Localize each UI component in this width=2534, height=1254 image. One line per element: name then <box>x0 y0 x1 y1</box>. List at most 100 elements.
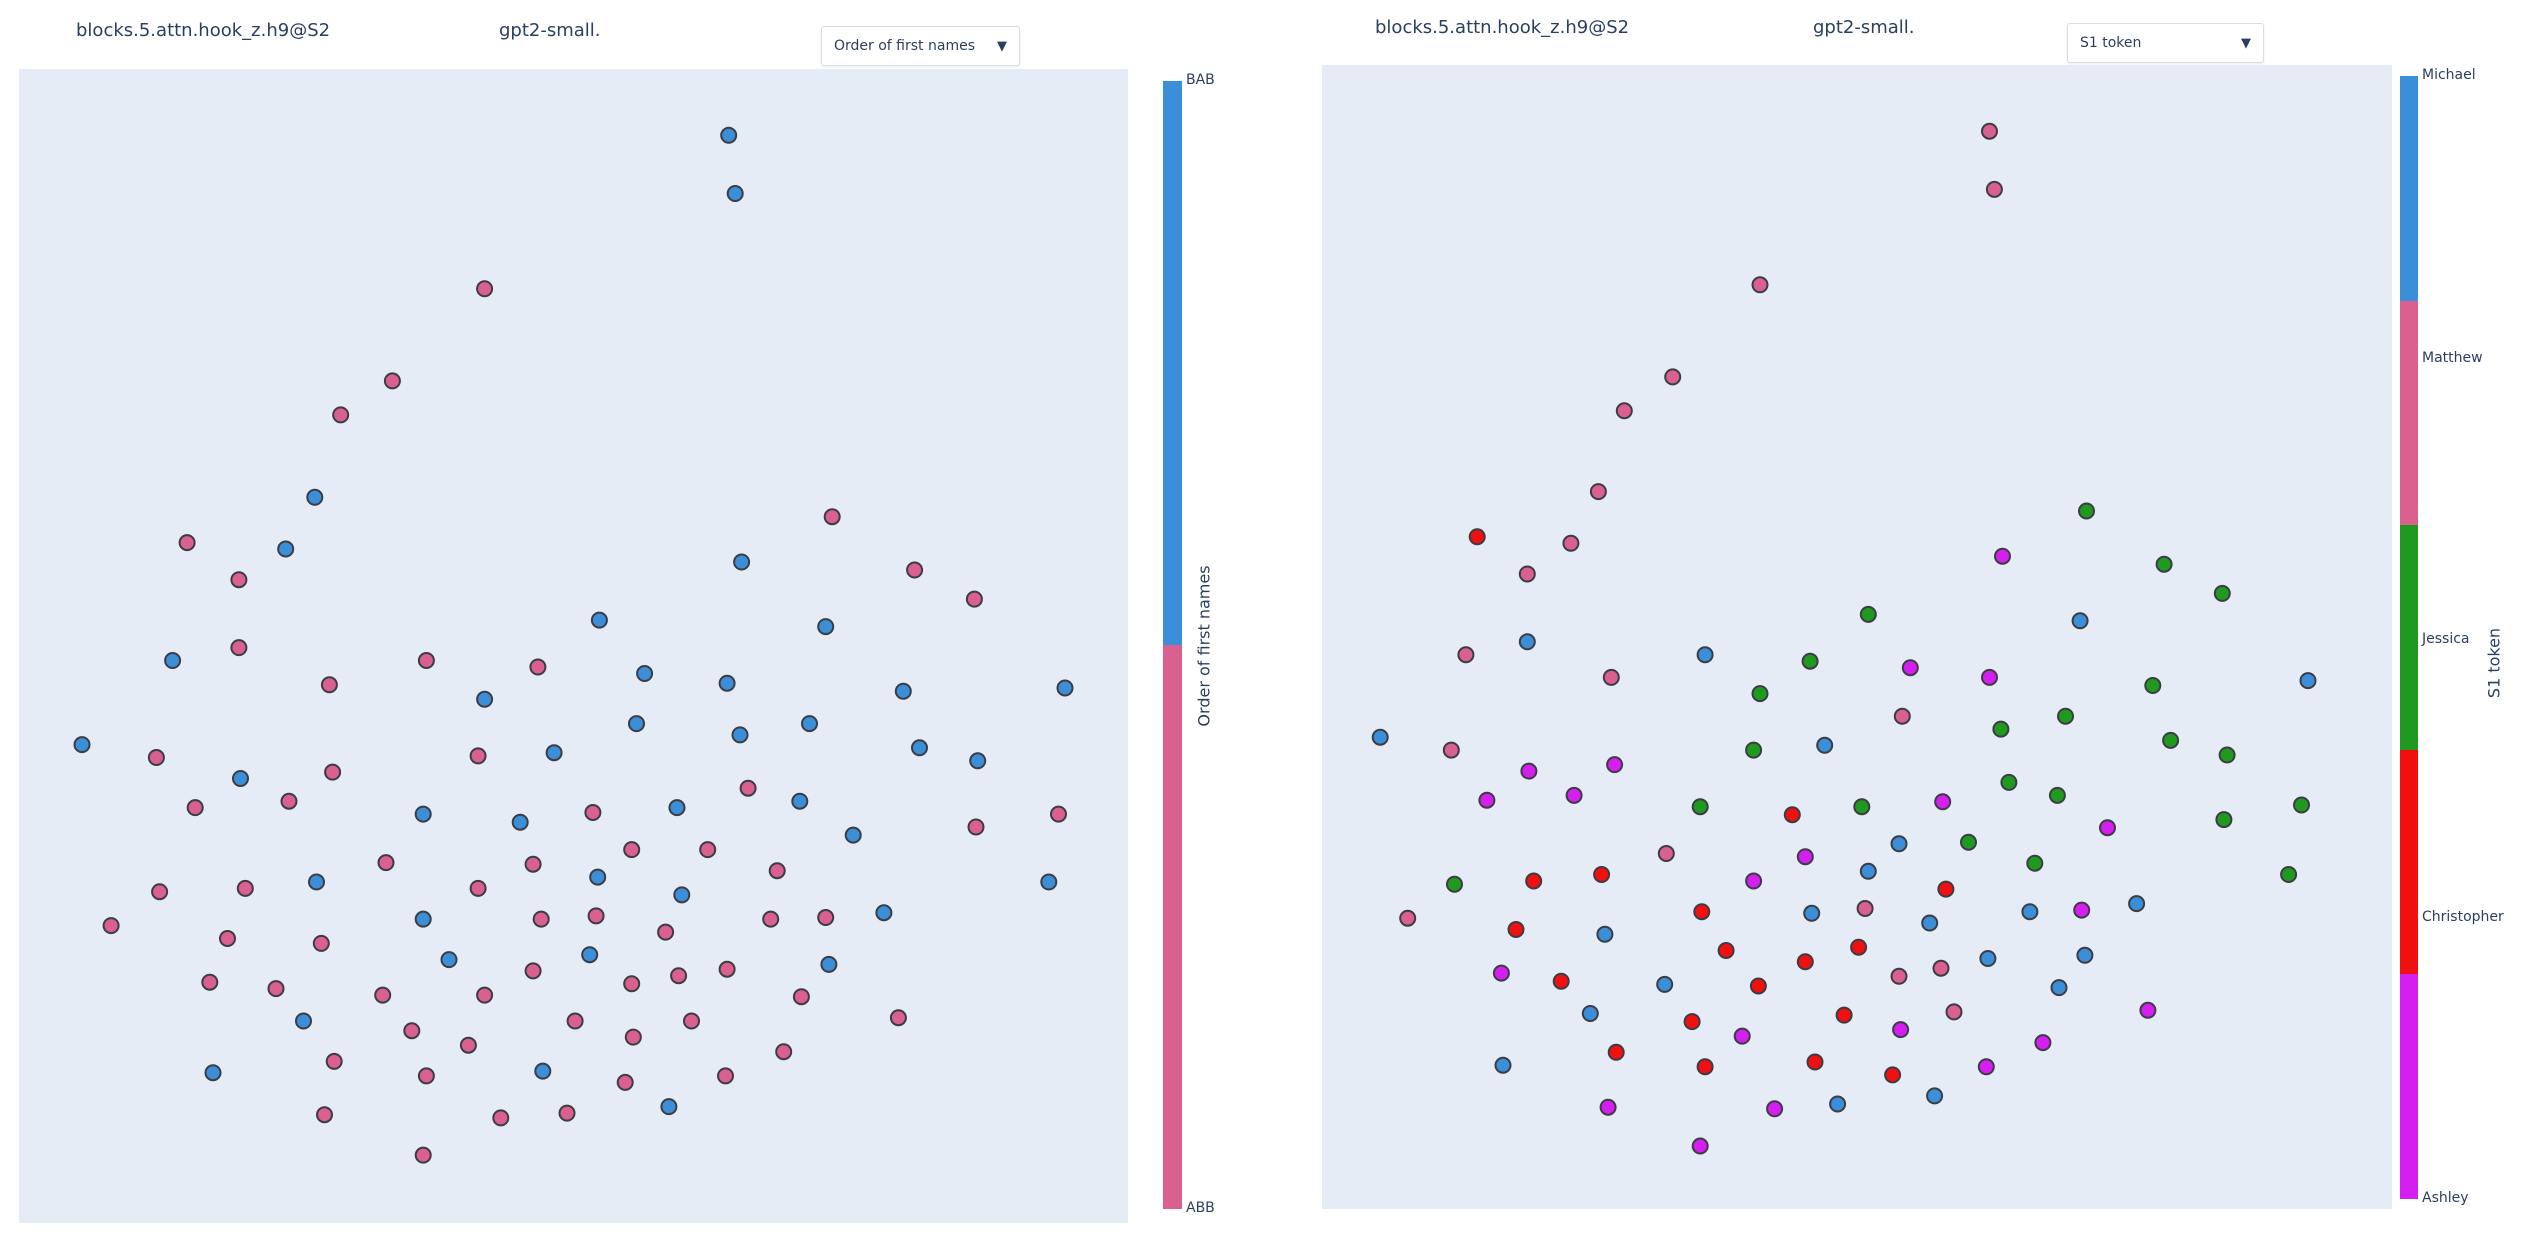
scatter-point-bab[interactable] <box>820 955 838 973</box>
scatter-point-abb[interactable] <box>524 855 542 873</box>
right-color-by-dropdown[interactable]: S1 token ▼ <box>2067 23 2264 63</box>
scatter-point-bab[interactable] <box>726 185 744 202</box>
scatter-point-michael[interactable] <box>2021 903 2039 921</box>
scatter-point-matthew[interactable] <box>1664 368 1682 386</box>
scatter-point-bab[interactable] <box>720 126 738 144</box>
scatter-point-christopher[interactable] <box>1525 872 1543 890</box>
scatter-point-abb[interactable] <box>186 799 204 817</box>
scatter-point-michael[interactable] <box>2076 946 2094 964</box>
scatter-point-michael[interactable] <box>1829 1095 1847 1113</box>
scatter-point-bab[interactable] <box>589 868 607 886</box>
scatter-point-jessica[interactable] <box>1859 605 1877 623</box>
scatter-point-bab[interactable] <box>911 739 928 757</box>
scatter-point-matthew[interactable] <box>1657 845 1675 862</box>
scatter-point-jessica[interactable] <box>2213 584 2231 602</box>
scatter-point-abb[interactable] <box>739 779 757 797</box>
scatter-point-abb[interactable] <box>469 879 487 897</box>
scatter-point-abb[interactable] <box>529 658 547 676</box>
scatter-point-bab[interactable] <box>894 682 912 700</box>
scatter-point-abb[interactable] <box>670 967 688 985</box>
scatter-point-ashley[interactable] <box>1934 793 1952 811</box>
scatter-point-christopher[interactable] <box>1835 1006 1853 1024</box>
scatter-point-jessica[interactable] <box>2078 502 2095 520</box>
scatter-point-abb[interactable] <box>699 841 717 859</box>
scatter-point-christopher[interactable] <box>1850 938 1868 956</box>
scatter-point-abb[interactable] <box>889 1009 907 1027</box>
scatter-point-ashley[interactable] <box>1478 791 1496 809</box>
scatter-point-matthew[interactable] <box>1518 565 1536 583</box>
scatter-point-abb[interactable] <box>717 1067 734 1085</box>
scatter-point-ashley[interactable] <box>1520 762 1538 780</box>
scatter-point-michael[interactable] <box>1979 950 1997 967</box>
scatter-point-abb[interactable] <box>524 962 542 980</box>
scatter-point-abb[interactable] <box>219 930 236 947</box>
scatter-point-abb[interactable] <box>316 1106 333 1124</box>
scatter-point-ashley[interactable] <box>1981 668 1998 686</box>
scatter-point-michael[interactable] <box>1656 975 1674 993</box>
scatter-point-bab[interactable] <box>969 752 987 770</box>
scatter-point-christopher[interactable] <box>1806 1053 1824 1071</box>
scatter-point-matthew[interactable] <box>1457 646 1475 664</box>
scatter-point-ashley[interactable] <box>1796 848 1814 866</box>
scatter-point-abb[interactable] <box>403 1022 421 1040</box>
scatter-point-bab[interactable] <box>277 540 295 558</box>
scatter-point-abb[interactable] <box>532 910 550 928</box>
scatter-point-bab[interactable] <box>1056 679 1074 697</box>
scatter-point-bab[interactable] <box>636 665 654 682</box>
scatter-point-matthew[interactable] <box>1751 276 1769 294</box>
scatter-point-abb[interactable] <box>476 986 494 1004</box>
scatter-point-abb[interactable] <box>374 986 392 1004</box>
scatter-point-bab[interactable] <box>718 674 736 692</box>
scatter-point-christopher[interactable] <box>1683 1013 1701 1031</box>
scatter-point-christopher[interactable] <box>1693 903 1711 921</box>
scatter-point-abb[interactable] <box>236 879 254 897</box>
scatter-point-bab[interactable] <box>673 886 691 904</box>
scatter-point-bab[interactable] <box>801 715 818 733</box>
scatter-point-ashley[interactable] <box>1994 547 2011 565</box>
scatter-point-matthew[interactable] <box>1442 741 1460 759</box>
scatter-point-abb[interactable] <box>657 923 675 941</box>
scatter-point-bab[interactable] <box>476 690 494 708</box>
scatter-point-abb[interactable] <box>967 818 985 836</box>
scatter-point-christopher[interactable] <box>1796 953 1814 971</box>
scatter-point-bab[interactable] <box>308 873 325 891</box>
scatter-point-michael[interactable] <box>1518 633 1536 651</box>
scatter-point-jessica[interactable] <box>2026 854 2044 872</box>
left-scatter-plot[interactable] <box>19 69 1128 1223</box>
scatter-point-abb[interactable] <box>1050 805 1067 823</box>
scatter-point-abb[interactable] <box>624 1028 642 1046</box>
scatter-point-jessica[interactable] <box>2215 811 2233 829</box>
scatter-point-christopher[interactable] <box>1783 806 1801 824</box>
scatter-point-abb[interactable] <box>102 917 120 935</box>
scatter-point-ashley[interactable] <box>1901 659 1919 677</box>
scatter-point-jessica[interactable] <box>1446 875 1463 893</box>
scatter-point-ashley[interactable] <box>2073 901 2091 919</box>
scatter-point-christopher[interactable] <box>1696 1058 1714 1076</box>
scatter-point-christopher[interactable] <box>1507 921 1525 938</box>
scatter-point-abb[interactable] <box>201 973 219 991</box>
scatter-point-jessica[interactable] <box>1801 652 1819 670</box>
scatter-point-abb[interactable] <box>230 639 248 657</box>
scatter-point-matthew[interactable] <box>1893 707 1911 725</box>
scatter-point-jessica[interactable] <box>1751 685 1769 703</box>
scatter-point-bab[interactable] <box>581 946 599 964</box>
scatter-point-bab[interactable] <box>511 813 529 831</box>
scatter-point-abb[interactable] <box>587 907 605 925</box>
scatter-point-christopher[interactable] <box>1552 972 1570 990</box>
scatter-point-jessica[interactable] <box>2057 707 2074 725</box>
left-color-by-dropdown[interactable]: Order of first names ▼ <box>821 26 1020 66</box>
scatter-point-jessica[interactable] <box>2144 677 2162 694</box>
scatter-point-ashley[interactable] <box>1565 786 1583 804</box>
scatter-point-bab[interactable] <box>414 805 432 823</box>
scatter-point-jessica[interactable] <box>2280 866 2298 883</box>
scatter-point-matthew[interactable] <box>1589 483 1607 501</box>
scatter-point-michael[interactable] <box>1890 835 1908 853</box>
scatter-point-christopher[interactable] <box>1884 1066 1902 1084</box>
scatter-point-jessica[interactable] <box>2000 773 2018 791</box>
scatter-point-abb[interactable] <box>762 910 780 928</box>
scatter-point-ashley[interactable] <box>1745 872 1763 890</box>
scatter-point-christopher[interactable] <box>1593 866 1611 883</box>
scatter-point-abb[interactable] <box>414 1146 432 1164</box>
scatter-point-bab[interactable] <box>164 652 182 669</box>
scatter-point-abb[interactable] <box>377 854 395 872</box>
